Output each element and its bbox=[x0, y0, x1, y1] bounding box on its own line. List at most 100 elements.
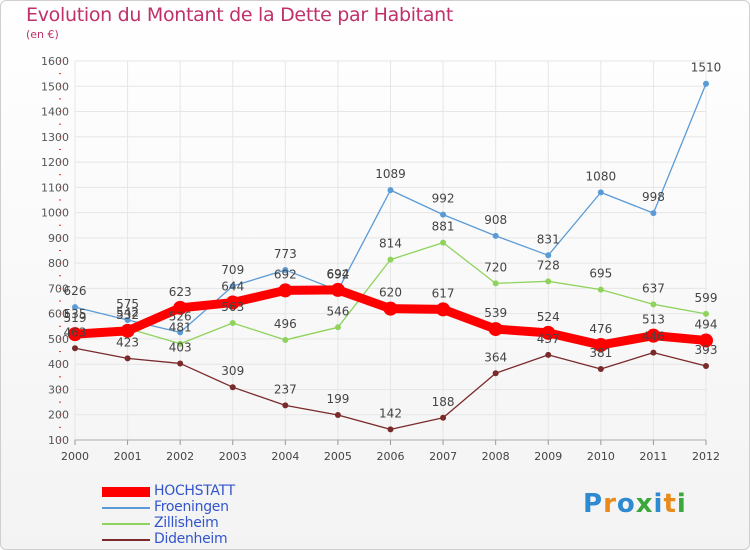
data-point-didenheim bbox=[545, 351, 552, 358]
y-tick-label: 900 bbox=[48, 232, 69, 245]
data-point-didenheim bbox=[597, 366, 604, 373]
data-point-froeningen bbox=[440, 211, 447, 218]
data-label-didenheim: 364 bbox=[484, 350, 507, 364]
data-point-hochstatt bbox=[436, 302, 451, 317]
data-point-hochstatt bbox=[225, 295, 240, 310]
data-label-didenheim: 423 bbox=[116, 335, 139, 349]
data-point-didenheim bbox=[492, 370, 499, 377]
data-label-hochstatt: 692 bbox=[274, 267, 297, 281]
x-tick-label: 2001 bbox=[114, 450, 142, 463]
chart-title: Evolution du Montant de la Dette par Hab… bbox=[26, 4, 454, 26]
data-label-froeningen: 1089 bbox=[375, 167, 406, 181]
x-tick-label: 2003 bbox=[219, 450, 247, 463]
data-label-froeningen: 626 bbox=[64, 284, 87, 298]
data-label-didenheim: 446 bbox=[642, 330, 665, 344]
y-tick-label: 500 bbox=[48, 333, 69, 346]
data-label-hochstatt: 539 bbox=[484, 306, 507, 320]
axes: 100 200 300 400 500 600 700 800 900 1000 1100 1200 1… bbox=[41, 55, 720, 463]
logo-letter: P bbox=[583, 489, 604, 519]
y-tick-label: 1200 bbox=[41, 156, 69, 169]
data-label-didenheim: 381 bbox=[589, 346, 612, 360]
data-point-didenheim bbox=[440, 414, 447, 421]
logo-letter: r bbox=[603, 489, 617, 519]
proxiti-logo: Proxiti bbox=[583, 489, 687, 519]
data-point-froeningen bbox=[177, 329, 184, 336]
data-point-hochstatt bbox=[646, 328, 661, 343]
data-point-zillisheim bbox=[545, 278, 552, 285]
data-point-hochstatt bbox=[68, 327, 82, 342]
data-label-froeningen: 1510 bbox=[691, 61, 722, 75]
data-label-froeningen: 1080 bbox=[586, 169, 617, 183]
y-tick-label: 1400 bbox=[41, 106, 69, 119]
legend-swatch-zillisheim bbox=[102, 523, 150, 525]
data-point-froeningen bbox=[650, 210, 657, 217]
data-point-zillisheim bbox=[650, 301, 657, 308]
x-tick-label: 2004 bbox=[271, 450, 299, 463]
data-point-froeningen bbox=[492, 232, 499, 239]
data-point-froeningen bbox=[597, 189, 604, 196]
data-label-froeningen: 998 bbox=[642, 190, 665, 204]
legend-label-froeningen: Froeningen bbox=[154, 499, 229, 515]
data-label-didenheim: 393 bbox=[695, 343, 718, 357]
y-tick-label: 1000 bbox=[41, 207, 69, 220]
legend-swatch-didenheim bbox=[102, 539, 150, 541]
data-point-zillisheim bbox=[229, 320, 236, 327]
logo-letter: o bbox=[616, 489, 636, 519]
data-point-hochstatt bbox=[278, 283, 293, 298]
legend-label-didenheim: Didenheim bbox=[154, 531, 228, 547]
chart-subtitle: (en €) bbox=[26, 28, 59, 41]
y-tick-label: 800 bbox=[48, 257, 69, 270]
data-point-hochstatt bbox=[330, 282, 345, 297]
data-point-hochstatt bbox=[173, 300, 188, 315]
y-tick-label: 700 bbox=[48, 282, 69, 295]
data-label-froeningen: 526 bbox=[169, 309, 192, 323]
data-label-zillisheim: 535 bbox=[64, 307, 87, 321]
legend-swatch-hochstatt bbox=[102, 487, 150, 497]
data-label-hochstatt: 694 bbox=[326, 267, 349, 281]
data-label-didenheim: 188 bbox=[432, 395, 455, 409]
x-tick-label: 2002 bbox=[166, 450, 194, 463]
data-point-zillisheim bbox=[387, 256, 394, 263]
data-label-hochstatt: 532 bbox=[116, 308, 139, 322]
data-label-hochstatt: 476 bbox=[589, 322, 612, 336]
data-label-didenheim: 403 bbox=[169, 340, 192, 354]
data-label-zillisheim: 814 bbox=[379, 237, 402, 251]
x-tick-label: 2008 bbox=[482, 450, 510, 463]
data-label-zillisheim: 637 bbox=[642, 281, 665, 295]
data-point-zillisheim bbox=[703, 310, 709, 317]
data-point-zillisheim bbox=[492, 280, 499, 287]
data-label-froeningen: 992 bbox=[432, 192, 455, 206]
data-label-froeningen: 575 bbox=[116, 297, 139, 311]
data-label-hochstatt: 494 bbox=[695, 317, 718, 331]
legend-label-zillisheim: Zillisheim bbox=[154, 515, 219, 531]
data-point-hochstatt bbox=[541, 325, 556, 340]
data-label-zillisheim: 720 bbox=[484, 260, 507, 274]
data-point-hochstatt bbox=[383, 301, 398, 316]
data-point-didenheim bbox=[229, 384, 236, 391]
data-label-zillisheim: 728 bbox=[537, 258, 560, 272]
data-label-zillisheim: 546 bbox=[326, 304, 349, 318]
x-tick-label: 2011 bbox=[639, 450, 667, 463]
data-label-hochstatt: 617 bbox=[432, 286, 455, 300]
data-label-hochstatt: 513 bbox=[642, 313, 665, 327]
logo-letter: i bbox=[653, 489, 664, 519]
data-label-zillisheim: 496 bbox=[274, 317, 297, 331]
data-label-didenheim: 309 bbox=[221, 364, 244, 378]
data-label-hochstatt: 644 bbox=[221, 280, 244, 294]
data-label-zillisheim: 599 bbox=[695, 291, 718, 305]
data-point-didenheim bbox=[124, 355, 131, 362]
data-label-zillisheim: 695 bbox=[589, 267, 612, 281]
data-point-didenheim bbox=[282, 402, 289, 409]
data-point-didenheim bbox=[387, 426, 394, 433]
data-label-hochstatt: 524 bbox=[537, 310, 560, 324]
x-tick-label: 2005 bbox=[324, 450, 352, 463]
data-point-didenheim bbox=[650, 349, 657, 356]
data-point-froeningen bbox=[229, 283, 236, 290]
data-label-froeningen: 773 bbox=[274, 247, 297, 261]
data-label-zillisheim: 481 bbox=[169, 321, 192, 335]
x-tick-label: 2000 bbox=[61, 450, 89, 463]
data-point-froeningen bbox=[387, 187, 394, 194]
